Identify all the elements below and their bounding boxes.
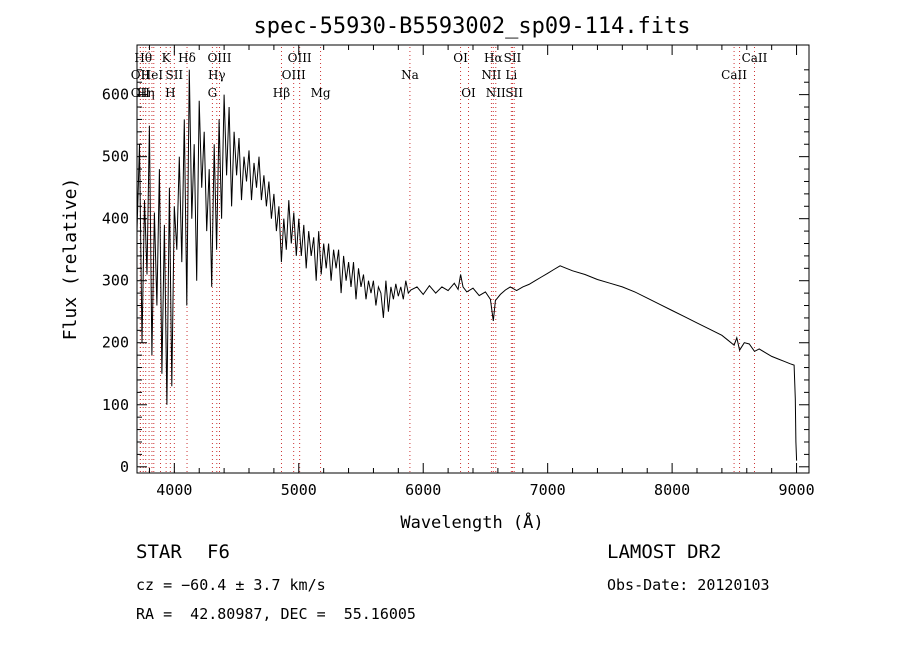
- line-label: Hδ: [178, 51, 196, 65]
- line-label: Hβ: [273, 86, 290, 100]
- line-label: SII: [505, 86, 523, 100]
- line-label: G: [208, 86, 218, 100]
- spectrum-series-line: [136, 69, 798, 461]
- object-class: STAR: [136, 541, 182, 563]
- line-label: Hη: [137, 86, 155, 100]
- x-tick-label: 4000: [156, 481, 192, 499]
- y-axis-label: Flux (relative): [60, 178, 81, 341]
- x-tick-label: 8000: [654, 481, 690, 499]
- line-label: OIII: [282, 68, 306, 82]
- y-tick-label: 200: [102, 334, 129, 352]
- chart-title: spec-55930-B5593002_sp09-114.fits: [253, 14, 690, 39]
- spectral-line-labels: HθOIIOIIHηHeIKHSIIHδGHγOIIIHβOIIIOIIIMgN…: [131, 51, 768, 100]
- line-label: Na: [401, 68, 419, 82]
- object-subclass: F6: [207, 541, 230, 563]
- line-label: NII: [481, 68, 501, 82]
- line-label: OII: [131, 68, 151, 82]
- x-tick-label: 7000: [530, 481, 566, 499]
- line-label: SII: [165, 68, 183, 82]
- y-tick-label: 100: [102, 396, 129, 414]
- line-label: Mg: [311, 86, 331, 100]
- y-tick-label: 500: [102, 148, 129, 166]
- line-label: OIII: [207, 51, 231, 65]
- x-tick-label: 9000: [778, 481, 814, 499]
- line-label: Hγ: [208, 68, 226, 82]
- line-label: OIII: [288, 51, 312, 65]
- coordinates: RA = 42.80987, DEC = 55.16005: [136, 605, 416, 623]
- survey-name: LAMOST DR2: [607, 541, 722, 563]
- x-axis: 4000 5000 6000 7000 8000 9000: [148, 45, 815, 499]
- line-label: H: [165, 86, 175, 100]
- x-tick-label: 6000: [405, 481, 441, 499]
- y-tick-label: 400: [102, 210, 129, 228]
- line-label: K: [162, 51, 172, 65]
- line-label: CaII: [742, 51, 768, 65]
- redshift-velocity: cz = −60.4 ± 3.7 km/s: [136, 576, 326, 594]
- plot-frame: [136, 44, 810, 474]
- x-tick-label: 5000: [281, 481, 317, 499]
- line-label: Hθ: [134, 51, 152, 65]
- line-label: OI: [461, 86, 476, 100]
- line-label: SII: [504, 51, 522, 65]
- line-label: Li: [505, 68, 517, 82]
- line-label: NII: [486, 86, 506, 100]
- observation-date: Obs-Date: 20120103: [607, 576, 770, 594]
- y-axis: 0 100 200 300 400 500 600: [102, 69, 809, 476]
- y-tick-label: 600: [102, 86, 129, 104]
- line-label: HeI: [141, 68, 164, 82]
- y-tick-label: 0: [120, 458, 129, 476]
- line-label: OI: [453, 51, 468, 65]
- line-label: Hα: [484, 51, 503, 65]
- line-label: CaII: [721, 68, 747, 82]
- x-axis-label: Wavelength (Å): [400, 511, 543, 533]
- line-label: OII: [131, 86, 151, 100]
- y-tick-label: 300: [102, 272, 129, 290]
- spectral-line-markers: [139, 47, 755, 473]
